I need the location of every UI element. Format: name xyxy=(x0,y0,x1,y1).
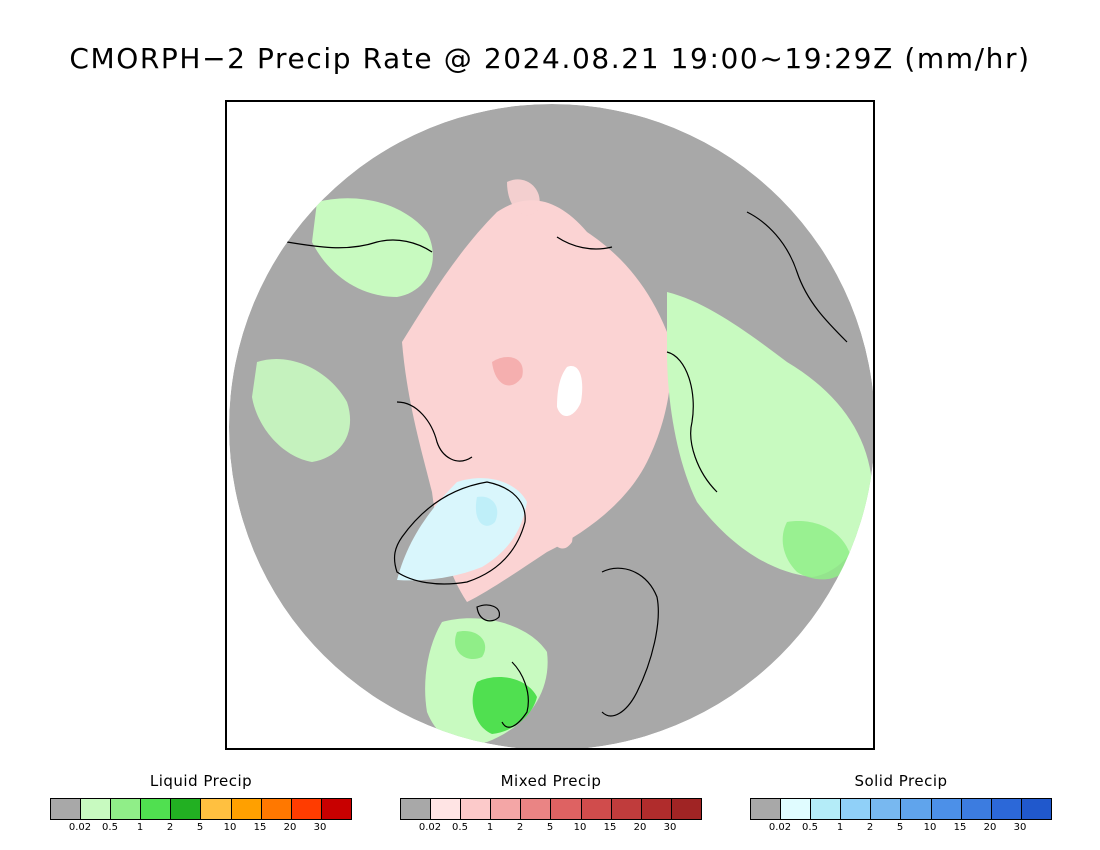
color-swatch xyxy=(321,799,351,819)
color-swatch xyxy=(491,799,522,819)
tick-label: 15 xyxy=(253,822,267,833)
tick-label: 5 xyxy=(896,822,904,833)
tick-label: 0.02 xyxy=(68,822,92,833)
tick-label: 20 xyxy=(283,822,297,833)
solid-precip-greenland-core xyxy=(475,496,498,526)
color-swatch xyxy=(551,799,582,819)
color-bar xyxy=(400,798,702,820)
tick-label: 5 xyxy=(546,822,554,833)
tick-label: 0.5 xyxy=(452,822,468,833)
mixed-precip-scandinavia xyxy=(537,499,573,549)
legend-title: Liquid Precip xyxy=(149,772,253,790)
color-swatch xyxy=(931,799,962,819)
liquid-precip-canada xyxy=(252,358,351,462)
color-swatch xyxy=(811,799,842,819)
color-swatch xyxy=(751,799,782,819)
color-swatch xyxy=(171,799,202,819)
liquid-precip-northpacific xyxy=(312,198,433,297)
color-swatch xyxy=(81,799,112,819)
tick-label: 10 xyxy=(573,822,587,833)
color-swatch xyxy=(521,799,552,819)
legend-title: Solid Precip xyxy=(854,772,948,790)
tick-label: 15 xyxy=(953,822,967,833)
tick-label: 0.02 xyxy=(768,822,792,833)
tick-label: 0.5 xyxy=(102,822,118,833)
no-data-patch xyxy=(557,366,583,417)
mixed-precip-band xyxy=(492,357,523,386)
color-swatch xyxy=(611,799,642,819)
map-frame xyxy=(225,100,875,750)
tick-label: 2 xyxy=(166,822,174,833)
tick-label: 10 xyxy=(923,822,937,833)
color-swatch xyxy=(51,799,82,819)
color-swatch xyxy=(401,799,432,819)
tick-label: 30 xyxy=(663,822,677,833)
color-swatch xyxy=(991,799,1022,819)
color-swatch xyxy=(111,799,142,819)
color-swatch xyxy=(291,799,322,819)
legend-solid: Solid Precip 0.02 0.5 1 2 5 10 15 20 30 xyxy=(750,772,1052,836)
color-swatch xyxy=(841,799,872,819)
mixed-precip-siberia xyxy=(507,179,540,216)
color-bar xyxy=(50,798,352,820)
liquid-precip-iceland-low xyxy=(455,631,486,660)
legend-mixed: Mixed Precip 0.02 0.5 1 2 5 10 15 20 30 xyxy=(400,772,702,836)
color-swatch xyxy=(231,799,262,819)
tick-label: 1 xyxy=(486,822,494,833)
tick-label: 0.02 xyxy=(418,822,442,833)
color-swatch xyxy=(581,799,612,819)
tick-label: 15 xyxy=(603,822,617,833)
map-title: CMORPH−2 Precip Rate @ 2024.08.21 19:00~… xyxy=(69,42,1031,75)
tick-label: 1 xyxy=(136,822,144,833)
tick-labels: 0.02 0.5 1 2 5 10 15 20 30 xyxy=(400,822,700,836)
tick-label: 30 xyxy=(1013,822,1027,833)
tick-label: 10 xyxy=(223,822,237,833)
color-swatch xyxy=(901,799,932,819)
tick-label: 5 xyxy=(196,822,204,833)
color-swatch xyxy=(1021,799,1051,819)
polar-map xyxy=(229,104,873,748)
color-swatch xyxy=(671,799,701,819)
color-swatch xyxy=(261,799,292,819)
color-swatch xyxy=(461,799,492,819)
color-bar xyxy=(750,798,1052,820)
tick-labels: 0.02 0.5 1 2 5 10 15 20 30 xyxy=(750,822,1050,836)
color-swatch xyxy=(781,799,812,819)
color-swatch xyxy=(641,799,672,819)
tick-labels: 0.02 0.5 1 2 5 10 15 20 30 xyxy=(50,822,350,836)
tick-label: 2 xyxy=(516,822,524,833)
color-swatch xyxy=(961,799,992,819)
color-swatch xyxy=(871,799,902,819)
color-swatch xyxy=(201,799,232,819)
tick-label: 0.5 xyxy=(802,822,818,833)
tick-label: 30 xyxy=(313,822,327,833)
tick-label: 1 xyxy=(836,822,844,833)
liquid-precip-eurasia xyxy=(667,292,872,577)
tick-label: 20 xyxy=(633,822,647,833)
tick-label: 2 xyxy=(866,822,874,833)
coastlines xyxy=(286,211,848,728)
legend-title: Mixed Precip xyxy=(500,772,602,790)
tick-label: 20 xyxy=(983,822,997,833)
legend-liquid: Liquid Precip 0.02 0.5 1 2 5 10 15 20 30 xyxy=(50,772,352,836)
color-swatch xyxy=(431,799,462,819)
liquid-precip-eastasia xyxy=(782,521,852,580)
color-swatch xyxy=(141,799,172,819)
